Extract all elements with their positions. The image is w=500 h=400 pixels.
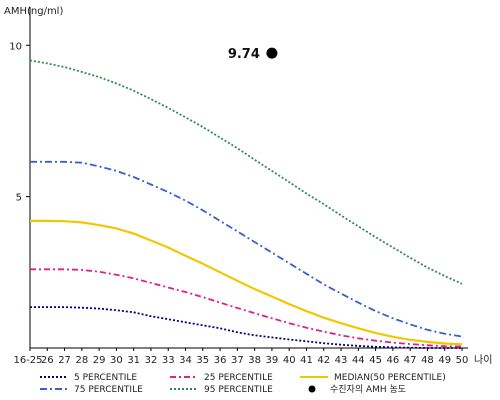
x-tick-label: 49 (438, 355, 451, 366)
x-axis-label: 나이 (474, 354, 492, 366)
patient-point (266, 47, 278, 59)
y-axis-label: AMH(ng/ml) (4, 6, 63, 17)
x-tick-label: 46 (387, 355, 400, 366)
x-tick-label: 42 (317, 355, 330, 366)
series-line (30, 306, 462, 349)
legend-label: 75 PERCENTILE (74, 385, 143, 395)
x-tick-label: 39 (266, 355, 279, 366)
x-tick-label: 26 (41, 355, 54, 366)
legend-label: 5 PERCENTILE (74, 373, 137, 383)
x-tick-label: 28 (75, 355, 88, 366)
series-line (30, 268, 463, 348)
legend-label: MEDIAN(50 PERCENTILE) (334, 373, 446, 383)
x-tick-label: 48 (421, 355, 434, 366)
legend: 5 PERCENTILE 25 PERCENTILE MEDIAN(50 PERCE… (40, 373, 446, 395)
y-tick-label: 5 (16, 193, 22, 204)
patient-point-label: 9.74 (228, 47, 260, 62)
x-tick-label: 29 (93, 355, 106, 366)
x-tick-label: 34 (179, 355, 192, 366)
x-tick-label: 35 (196, 355, 209, 366)
y-tick-label: 10 (9, 41, 22, 52)
x-tick-label: 16-25 (13, 355, 42, 366)
x-tick-label: 44 (352, 355, 365, 366)
x-tick-label: 47 (404, 355, 417, 366)
x-tick-label: 36 (214, 355, 227, 366)
x-tick-label: 31 (127, 355, 140, 366)
x-tick-label: 30 (110, 355, 123, 366)
x-tick-label: 33 (162, 355, 175, 366)
x-tick-label: 40 (283, 355, 296, 366)
legend-marker-label: 수진자의 AMH 농도 (330, 384, 406, 395)
x-tick-label: 32 (145, 355, 158, 366)
x-tick-label: 37 (231, 355, 244, 366)
x-tick-label: 27 (58, 355, 71, 366)
x-tick-label: 41 (300, 355, 313, 366)
x-tick-label: 50 (456, 355, 469, 366)
x-tick-label: 43 (335, 355, 348, 366)
series-lines (29, 59, 463, 349)
legend-marker-dot (308, 385, 316, 393)
series-line (29, 59, 463, 285)
series-line (30, 219, 463, 346)
x-tick-label: 38 (248, 355, 261, 366)
patient-marker: 9.74 (228, 47, 278, 62)
legend-label: 25 PERCENTILE (204, 373, 273, 383)
x-tick-label: 45 (369, 355, 382, 366)
legend-label: 95 PERCENTILE (204, 385, 273, 395)
